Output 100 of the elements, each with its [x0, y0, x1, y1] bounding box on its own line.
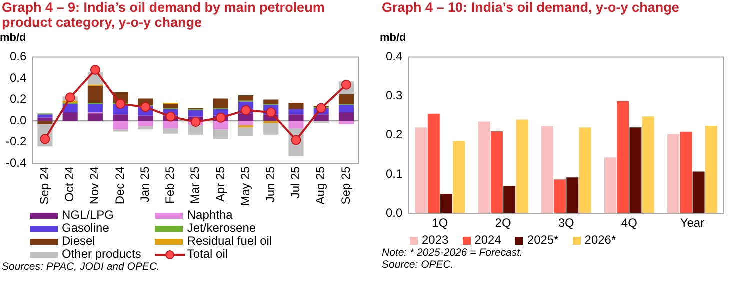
- bar: [566, 178, 579, 214]
- legend-label: 2023: [422, 233, 449, 247]
- y-tick-label: 0.0: [386, 206, 403, 220]
- bar: [338, 121, 354, 124]
- chart-title: Graph 4 – 9: India’s oil demand by main petroleum product category, y-o-y change: [1, 0, 326, 32]
- x-tick-label: Jun 25: [263, 166, 278, 203]
- bar: [338, 112, 354, 122]
- bar: [504, 186, 516, 214]
- x-tick-label: Dec 24: [112, 166, 127, 205]
- legend-label: Gasoline: [62, 221, 110, 235]
- bar: [288, 114, 304, 122]
- x-tick-label: 2Q: [495, 216, 512, 230]
- y-tick-label: 0.2: [10, 92, 27, 106]
- bar: [188, 110, 204, 117]
- bar: [453, 141, 466, 214]
- bar: [38, 121, 53, 124]
- bar: [288, 109, 304, 115]
- y-tick-label: -0.4: [6, 156, 27, 170]
- y-tick-label: 0.1: [386, 166, 403, 181]
- bar: [490, 131, 503, 214]
- bar: [579, 128, 592, 214]
- bar: [288, 102, 304, 110]
- x-tick-label: 1Q: [432, 216, 448, 230]
- x-tick-label: Mar 25: [188, 166, 202, 204]
- legend-label: Jet/kerosene: [187, 221, 256, 235]
- bar: [630, 128, 642, 214]
- bar: [163, 121, 178, 129]
- x-tick-label: Feb 25: [163, 166, 178, 204]
- bar: [338, 94, 354, 104]
- bar: [238, 96, 254, 101]
- legend-label: 2024: [474, 233, 502, 247]
- x-tick-label: May 25: [238, 166, 252, 206]
- y-tick-label: 0.4: [386, 50, 403, 64]
- y-tick-label: 0.2: [386, 128, 403, 142]
- x-tick-label: Sep 24: [38, 166, 52, 205]
- bar: [516, 120, 528, 214]
- legend-label: Diesel: [62, 234, 96, 248]
- x-tick-label: Sep 25: [338, 166, 353, 205]
- legend-label: NGL/LPG: [62, 208, 114, 222]
- x-tick-label: Oct 24: [62, 166, 77, 202]
- bar: [440, 194, 453, 214]
- source-note: Sources: PPAC, JODI and OPEC.: [1, 261, 161, 273]
- bar: [264, 100, 279, 104]
- y-tick-label: 0.3: [386, 88, 403, 103]
- point: [65, 92, 76, 103]
- point: [140, 102, 151, 112]
- legend-label: Naphtha: [187, 208, 233, 222]
- y-tick-label: 0.6: [10, 50, 27, 64]
- x-tick-label: Aug 25: [314, 166, 328, 205]
- bar: [705, 126, 718, 214]
- legend-label: Residual fuel oil: [187, 234, 272, 248]
- legend-label: 2025*: [527, 233, 559, 247]
- bar: [213, 121, 228, 130]
- x-tick-label: Jan 25: [138, 166, 152, 203]
- bar: [88, 104, 103, 113]
- bar: [692, 172, 705, 214]
- x-tick-label: Year: [680, 216, 705, 230]
- bar: [642, 116, 654, 214]
- y-axis-title: mb/d: [380, 32, 408, 44]
- point: [316, 103, 326, 114]
- bar: [428, 114, 440, 214]
- y-tick-label: 0.0: [10, 113, 27, 128]
- bar: [163, 128, 178, 134]
- bar: [213, 98, 228, 108]
- legend-label: Other products: [62, 247, 142, 261]
- y-tick-label: 0.4: [10, 70, 27, 85]
- bar: [138, 126, 154, 130]
- bar: [238, 127, 254, 136]
- x-tick-label: Nov 24: [88, 166, 102, 205]
- y-tick-label: -0.2: [6, 134, 27, 149]
- bar: [415, 128, 428, 214]
- bar: [338, 105, 354, 113]
- point: [190, 117, 201, 128]
- point: [90, 64, 100, 75]
- bar: [88, 114, 103, 122]
- legend-label: Total oil: [187, 247, 228, 261]
- x-tick-label: 4Q: [621, 216, 638, 230]
- point: [166, 112, 176, 122]
- bar: [88, 86, 103, 103]
- bar: [163, 104, 178, 108]
- text: Note: * 2025-2026 = Forecast.: [381, 247, 524, 259]
- source-note: Source: OPEC.: [381, 259, 455, 271]
- chart-title: Graph 4 – 10: India’s oil demand, y-o-y change: [381, 0, 680, 17]
- bar: [62, 112, 78, 122]
- x-tick-label: 3Q: [558, 216, 574, 230]
- bar: [554, 180, 566, 214]
- bar: [238, 114, 254, 122]
- bar: [38, 118, 53, 122]
- bar: [38, 114, 53, 118]
- bar: [188, 125, 204, 135]
- bar: [113, 121, 128, 130]
- x-tick-label: Apr 25: [213, 166, 228, 202]
- bar: [668, 134, 680, 214]
- point: [216, 112, 226, 123]
- bar: [138, 121, 154, 126]
- y-axis-title: mb/d: [0, 32, 28, 44]
- x-tick-label: Jul 25: [288, 166, 303, 199]
- bar: [238, 121, 254, 126]
- bar: [680, 132, 692, 214]
- bar: [113, 114, 128, 122]
